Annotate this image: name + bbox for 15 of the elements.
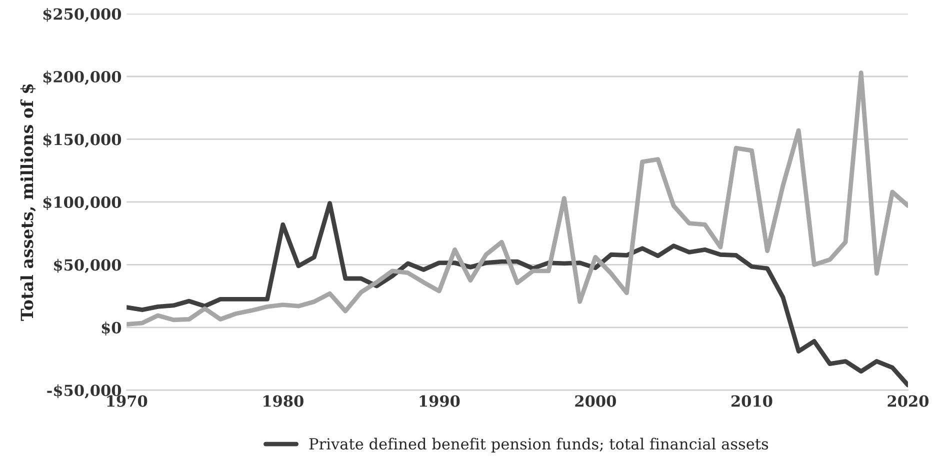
y-tick-label: $100,000 (43, 196, 122, 210)
line-series (126, 200, 908, 388)
x-tick-label: 2010 (731, 395, 772, 407)
y-tick-label: $150,000 (43, 133, 122, 148)
x-tick-label: 1990 (420, 395, 460, 407)
y-tick-label: $200,000 (43, 70, 122, 85)
x-tick-label: 1980 (264, 395, 304, 407)
y-tick-label: $250,000 (43, 8, 122, 22)
x-tick-label: 2000 (575, 395, 616, 407)
legend-label: Private defined benefit pension funds; total financial assets (309, 438, 768, 453)
y-axis-title: Total assets, millions of $ (20, 84, 36, 321)
line-series (126, 70, 908, 327)
y-tick-label: $0 (102, 322, 122, 336)
y-tick-label: $50,000 (54, 258, 122, 274)
x-tick-label: 2020 (888, 395, 929, 407)
